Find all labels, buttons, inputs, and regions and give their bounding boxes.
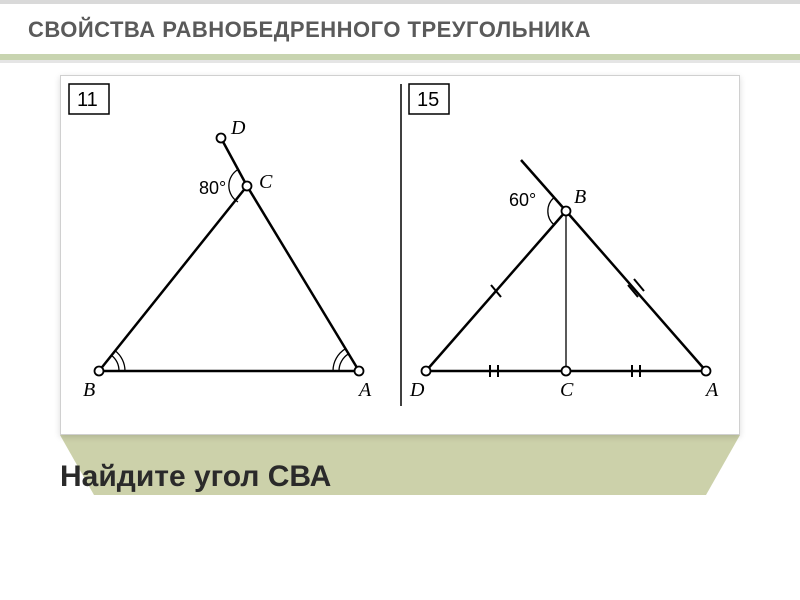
header-top-rule [0,0,800,4]
point-D [217,134,226,143]
angle-label-80: 80° [199,178,226,198]
problem-number: 11 [77,89,98,111]
point-B [95,367,104,376]
label-B: B [83,379,95,401]
page-title: СВОЙСТВА РАВНОБЕДРЕННОГО ТРЕУГОЛЬНИКА [28,17,591,43]
problem-number: 15 [417,89,439,111]
edge-AC [247,186,359,371]
label-D: D [409,379,425,401]
label-B: B [574,186,586,208]
label-A: A [357,379,372,401]
point-C [562,367,571,376]
figure-container: 11 B A C D 80° [60,75,740,435]
angle-arc-60 [548,198,554,225]
label-C: C [560,379,574,401]
label-D: D [230,117,246,139]
point-C [243,182,252,191]
point-B [562,207,571,216]
task-text: Найдите угол СВА [60,460,331,494]
geometry-svg: 11 B A C D 80° [61,76,741,436]
diagram-15: 15 D [409,84,719,401]
point-A [355,367,364,376]
edge-AB [566,211,706,371]
header-band: СВОЙСТВА РАВНОБЕДРЕННОГО ТРЕУГОЛЬНИКА [0,0,800,60]
diagram-11: 11 B A C D 80° [69,84,372,401]
label-C: C [259,171,273,193]
point-A [702,367,711,376]
header-bottom-rule [0,60,800,63]
point-D [422,367,431,376]
angle-label-60: 60° [509,190,536,210]
edge-BC [99,186,247,371]
angle-arc-A1 [339,354,349,371]
angle-arc-B1 [112,355,120,371]
label-A: A [704,379,719,401]
